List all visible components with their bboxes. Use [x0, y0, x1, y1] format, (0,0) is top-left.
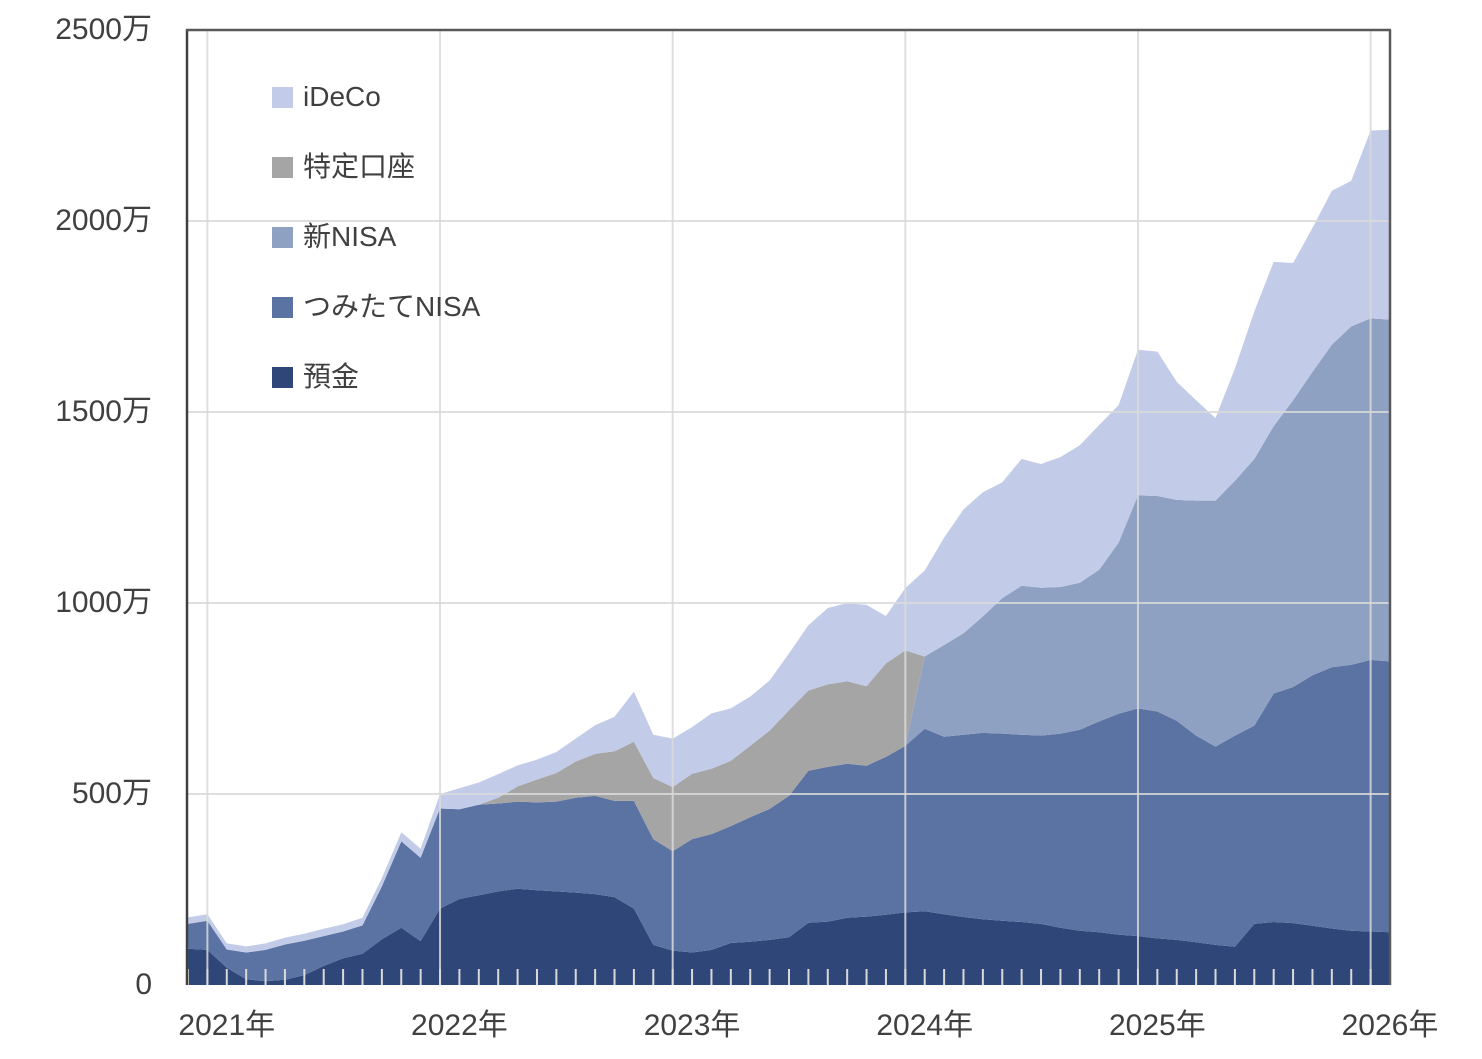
legend-swatch-ideco	[272, 86, 293, 108]
y-tick-label: 0	[135, 968, 152, 1001]
area-shin_nisa	[188, 318, 1390, 953]
legend-label-ideco: iDeCo	[303, 81, 381, 112]
legend-label-shin_nisa: 新NISA	[303, 221, 397, 252]
legend-item-tokutei_kouza: 特定口座	[272, 151, 415, 183]
area-yokin	[188, 888, 1390, 985]
legend-swatch-tokutei_kouza	[272, 156, 293, 178]
legend-label-tsumitate_nisa: つみたてNISA	[303, 291, 481, 322]
x-tick-label: 2024年	[876, 1009, 974, 1042]
legend-swatch-shin_nisa	[272, 226, 293, 248]
legend-item-yokin: 預金	[272, 361, 359, 393]
y-tick-label: 2500万	[55, 13, 152, 46]
y-tick-label: 2000万	[55, 204, 152, 237]
area-tsumitate_nisa	[188, 659, 1390, 982]
x-tick-label: 2023年	[643, 1009, 741, 1042]
y-tick-label: 500万	[71, 777, 152, 810]
legend-swatch-yokin	[272, 366, 293, 388]
legend-label-tokutei_kouza: 特定口座	[303, 151, 416, 182]
legend-label-yokin: 預金	[303, 361, 360, 392]
legend-item-shin_nisa: 新NISA	[272, 221, 396, 253]
y-tick-label: 1000万	[55, 586, 152, 619]
x-tick-label: 2026年	[1341, 1009, 1439, 1042]
x-tick-label: 2025年	[1108, 1009, 1206, 1042]
x-tick-label: 2022年	[411, 1009, 508, 1042]
legend-item-tsumitate_nisa: つみたてNISA	[272, 291, 480, 323]
x-tick-label: 2021年	[178, 1009, 276, 1042]
y-tick-label: 1500万	[55, 395, 152, 428]
legend-swatch-tsumitate_nisa	[272, 296, 293, 318]
legend-item-ideco: iDeCo	[272, 81, 381, 113]
